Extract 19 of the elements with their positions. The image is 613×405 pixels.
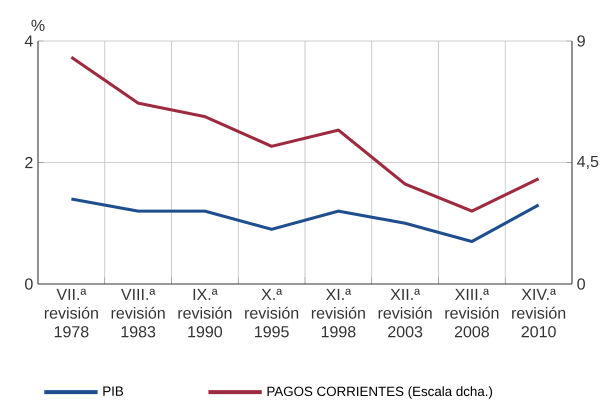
x-tick-label: IX.ª revisión 1990 (178, 288, 232, 338)
line-series (70, 197, 540, 244)
y-tick-label: 4 (24, 36, 33, 47)
y-tick-label: 0 (25, 278, 33, 290)
y-tick-label: 2 (25, 156, 32, 168)
x-tick-label: X.ª revisión 1995 (245, 288, 298, 338)
legend-label: PIB (103, 386, 124, 396)
y2-tick-label: 9 (577, 35, 585, 47)
x-tick-label: XIII.ª revisión 2008 (445, 288, 498, 338)
x-tick-label: VII.ª revisión 1978 (44, 288, 98, 338)
y2-tick-label: 0 (577, 278, 585, 290)
x-tick-label: XII.ª revisión 2003 (378, 288, 432, 338)
x-tick-label: XIV.ª revisión 2010 (512, 288, 566, 338)
x-tick-label: VIII.ª revisión 1983 (112, 288, 165, 338)
line-series (70, 56, 540, 213)
x-tick-label: XI.ª revisión 1998 (312, 288, 365, 338)
y-axis-title: % (31, 20, 45, 31)
legend-label: PAGOS CORRIENTES (Escala dcha.) (268, 386, 492, 399)
y2-tick-label: 4,5 (577, 156, 598, 170)
